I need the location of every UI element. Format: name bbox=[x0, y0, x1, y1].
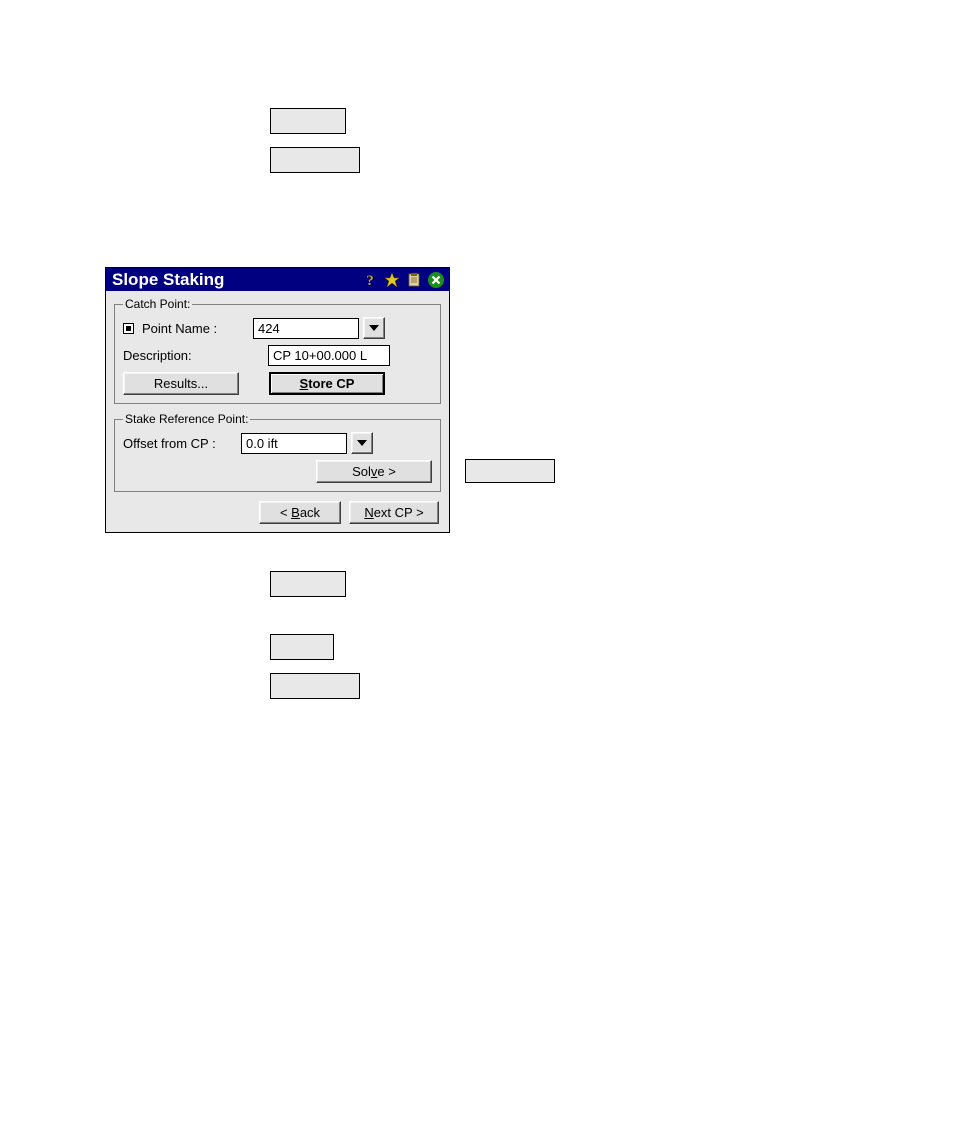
bottom-button-row: < Back Next CP > bbox=[259, 501, 439, 524]
svg-text:?: ? bbox=[366, 273, 374, 288]
offset-label-text: Offset from CP : bbox=[123, 436, 216, 451]
blank-button-4[interactable] bbox=[270, 571, 346, 597]
point-name-value: 424 bbox=[258, 321, 280, 336]
help-icon[interactable]: ? bbox=[361, 271, 379, 289]
description-label-text: Description: bbox=[123, 348, 192, 363]
titlebar-icons: ? bbox=[361, 271, 445, 289]
point-name-checkbox[interactable] bbox=[123, 323, 134, 334]
offset-input[interactable]: 0.0 ift bbox=[241, 433, 347, 454]
star-icon[interactable] bbox=[383, 271, 401, 289]
point-name-label-text: Point Name : bbox=[142, 321, 217, 336]
blank-button-5[interactable] bbox=[270, 634, 334, 660]
solve-label: Solve > bbox=[352, 464, 396, 479]
next-label: Next CP > bbox=[364, 505, 423, 520]
store-cp-button[interactable]: Store CP bbox=[269, 372, 385, 395]
offset-dropdown[interactable] bbox=[351, 432, 373, 454]
point-name-label: Point Name : bbox=[123, 321, 253, 336]
slope-staking-dialog: Slope Staking ? bbox=[105, 267, 450, 533]
solve-button[interactable]: Solve > bbox=[316, 460, 432, 483]
back-button[interactable]: < Back bbox=[259, 501, 341, 524]
blank-button-1[interactable] bbox=[270, 108, 346, 134]
catch-point-group: Catch Point: Point Name : 424 De bbox=[114, 297, 441, 404]
page-root: Slope Staking ? bbox=[0, 0, 954, 1146]
clipboard-icon[interactable] bbox=[405, 271, 423, 289]
blank-button-3[interactable] bbox=[465, 459, 555, 483]
dialog-body: Catch Point: Point Name : 424 De bbox=[106, 291, 449, 532]
description-value: CP 10+00.000 L bbox=[273, 348, 367, 363]
titlebar: Slope Staking ? bbox=[106, 268, 449, 291]
point-name-dropdown[interactable] bbox=[363, 317, 385, 339]
next-cp-button[interactable]: Next CP > bbox=[349, 501, 439, 524]
offset-value: 0.0 ift bbox=[246, 436, 278, 451]
stake-reference-legend: Stake Reference Point: bbox=[123, 412, 250, 426]
offset-label: Offset from CP : bbox=[123, 436, 241, 451]
description-label: Description: bbox=[123, 348, 268, 363]
results-button[interactable]: Results... bbox=[123, 372, 239, 395]
results-label: Results... bbox=[154, 376, 208, 391]
catch-point-legend: Catch Point: bbox=[123, 297, 192, 311]
point-name-input[interactable]: 424 bbox=[253, 318, 359, 339]
back-label: < Back bbox=[280, 505, 320, 520]
blank-button-2[interactable] bbox=[270, 147, 360, 173]
window-title: Slope Staking bbox=[112, 270, 224, 290]
close-icon[interactable] bbox=[427, 271, 445, 289]
store-cp-label: Store CP bbox=[300, 376, 355, 391]
description-input[interactable]: CP 10+00.000 L bbox=[268, 345, 390, 366]
blank-button-6[interactable] bbox=[270, 673, 360, 699]
stake-reference-group: Stake Reference Point: Offset from CP : … bbox=[114, 412, 441, 492]
